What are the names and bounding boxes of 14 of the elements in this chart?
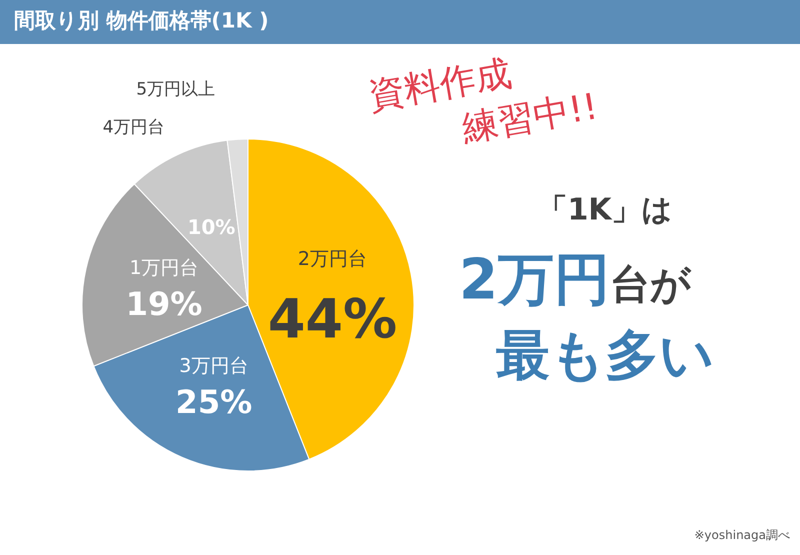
chart-title: 間取り別 物件価格帯(1K ) xyxy=(14,8,269,32)
text: ※yoshinaga調べ xyxy=(694,528,790,542)
data-label: 25% xyxy=(176,382,252,421)
text: 「1K」は xyxy=(537,192,673,228)
slice-label: 5万円以上 xyxy=(136,79,216,100)
slice-label: 4万円台 xyxy=(102,118,165,138)
text: 2万円 xyxy=(459,248,610,312)
text: 台が xyxy=(610,262,692,308)
data-label: 19% xyxy=(126,285,202,324)
slice-label: 2万円台 xyxy=(298,248,368,270)
slice-label: 1万円台 xyxy=(130,257,199,280)
slice-label: 3万円台 xyxy=(179,354,248,377)
data-label: 44% xyxy=(268,287,398,350)
text: 最も多い xyxy=(496,324,714,386)
